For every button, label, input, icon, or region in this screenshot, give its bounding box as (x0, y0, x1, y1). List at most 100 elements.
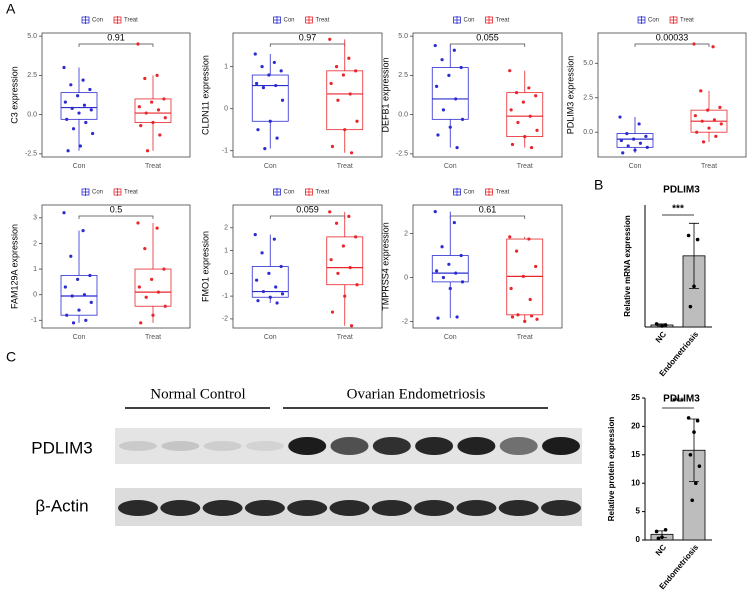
point (436, 316, 440, 320)
point (521, 100, 525, 104)
box (431, 255, 469, 283)
point (529, 314, 534, 318)
point (625, 131, 629, 136)
point (447, 262, 451, 266)
point (688, 453, 693, 457)
point (441, 108, 446, 112)
point (341, 73, 345, 77)
point (440, 245, 444, 249)
legend-label: Treat (316, 18, 330, 24)
y-tick-label: 3 (33, 215, 37, 222)
point (523, 319, 527, 324)
legend-label: Treat (124, 190, 138, 196)
y-tick-label: 25 (631, 393, 640, 402)
band (160, 500, 201, 516)
point (255, 81, 259, 86)
point (274, 285, 278, 289)
point (84, 318, 88, 322)
point (256, 299, 260, 303)
y-tick-label: -1 (222, 293, 228, 300)
point (700, 119, 704, 123)
point (253, 52, 257, 56)
point (706, 108, 710, 112)
plot-frame (232, 204, 383, 329)
point (509, 108, 513, 112)
x-tick-label: Con (629, 163, 642, 170)
point (510, 315, 515, 319)
point (455, 315, 459, 319)
point (355, 283, 359, 287)
point (69, 254, 73, 258)
row-label: PDLIM3 (31, 438, 92, 457)
point (348, 266, 352, 270)
point (454, 97, 458, 101)
bands (118, 437, 581, 516)
point (632, 137, 636, 141)
y-tick-label: 15 (631, 450, 640, 459)
point (261, 86, 266, 90)
point (88, 87, 92, 92)
point (82, 293, 87, 297)
y-tick-label: -2.5 (25, 151, 37, 158)
point (535, 317, 539, 321)
point (528, 114, 532, 118)
point (63, 100, 67, 104)
point (81, 229, 85, 233)
point (84, 120, 88, 125)
point (455, 145, 459, 150)
point (719, 122, 723, 126)
chart-title: PDLIM3 (663, 185, 700, 196)
point (355, 119, 359, 123)
band (330, 437, 369, 455)
point (328, 37, 332, 41)
legend-label: Con (464, 190, 475, 196)
point (137, 285, 141, 289)
x-tick-label: Con (444, 334, 457, 341)
point (516, 313, 520, 317)
point (354, 235, 358, 239)
point (645, 145, 649, 149)
box (60, 92, 98, 120)
point (638, 141, 643, 145)
point (275, 301, 279, 305)
point (65, 117, 69, 121)
point (336, 271, 340, 275)
point (460, 280, 465, 284)
point (433, 43, 437, 48)
point (527, 237, 531, 241)
point (336, 98, 340, 102)
point (71, 127, 76, 131)
point (347, 214, 351, 218)
point (253, 233, 257, 237)
point (334, 221, 339, 225)
point (656, 536, 661, 541)
point (692, 284, 696, 289)
x-tick-label: Treat (337, 334, 353, 341)
point (701, 140, 706, 144)
legend-label: Treat (680, 18, 694, 24)
y-tick-label: 2 (224, 225, 228, 232)
point (697, 464, 702, 468)
point (618, 115, 622, 119)
legend-label: Con (284, 18, 295, 24)
point (136, 221, 140, 225)
band (415, 437, 454, 455)
legend-label: Con (92, 190, 103, 196)
x-tick-label: Treat (145, 334, 161, 341)
y-tick-label: 0 (33, 292, 37, 299)
y-tick-label: 0 (636, 535, 641, 544)
point (343, 128, 347, 132)
point (329, 81, 333, 86)
band (541, 500, 581, 516)
point (274, 83, 278, 88)
box (60, 275, 98, 316)
y-axis-label: FAM129A expression (9, 224, 19, 309)
point (644, 134, 648, 138)
point (514, 91, 519, 95)
point (330, 144, 335, 149)
point (707, 126, 711, 130)
point (508, 69, 512, 73)
p-value: 0.91 (107, 32, 125, 42)
y-tick-label: 0 (224, 270, 228, 277)
point (654, 322, 659, 326)
